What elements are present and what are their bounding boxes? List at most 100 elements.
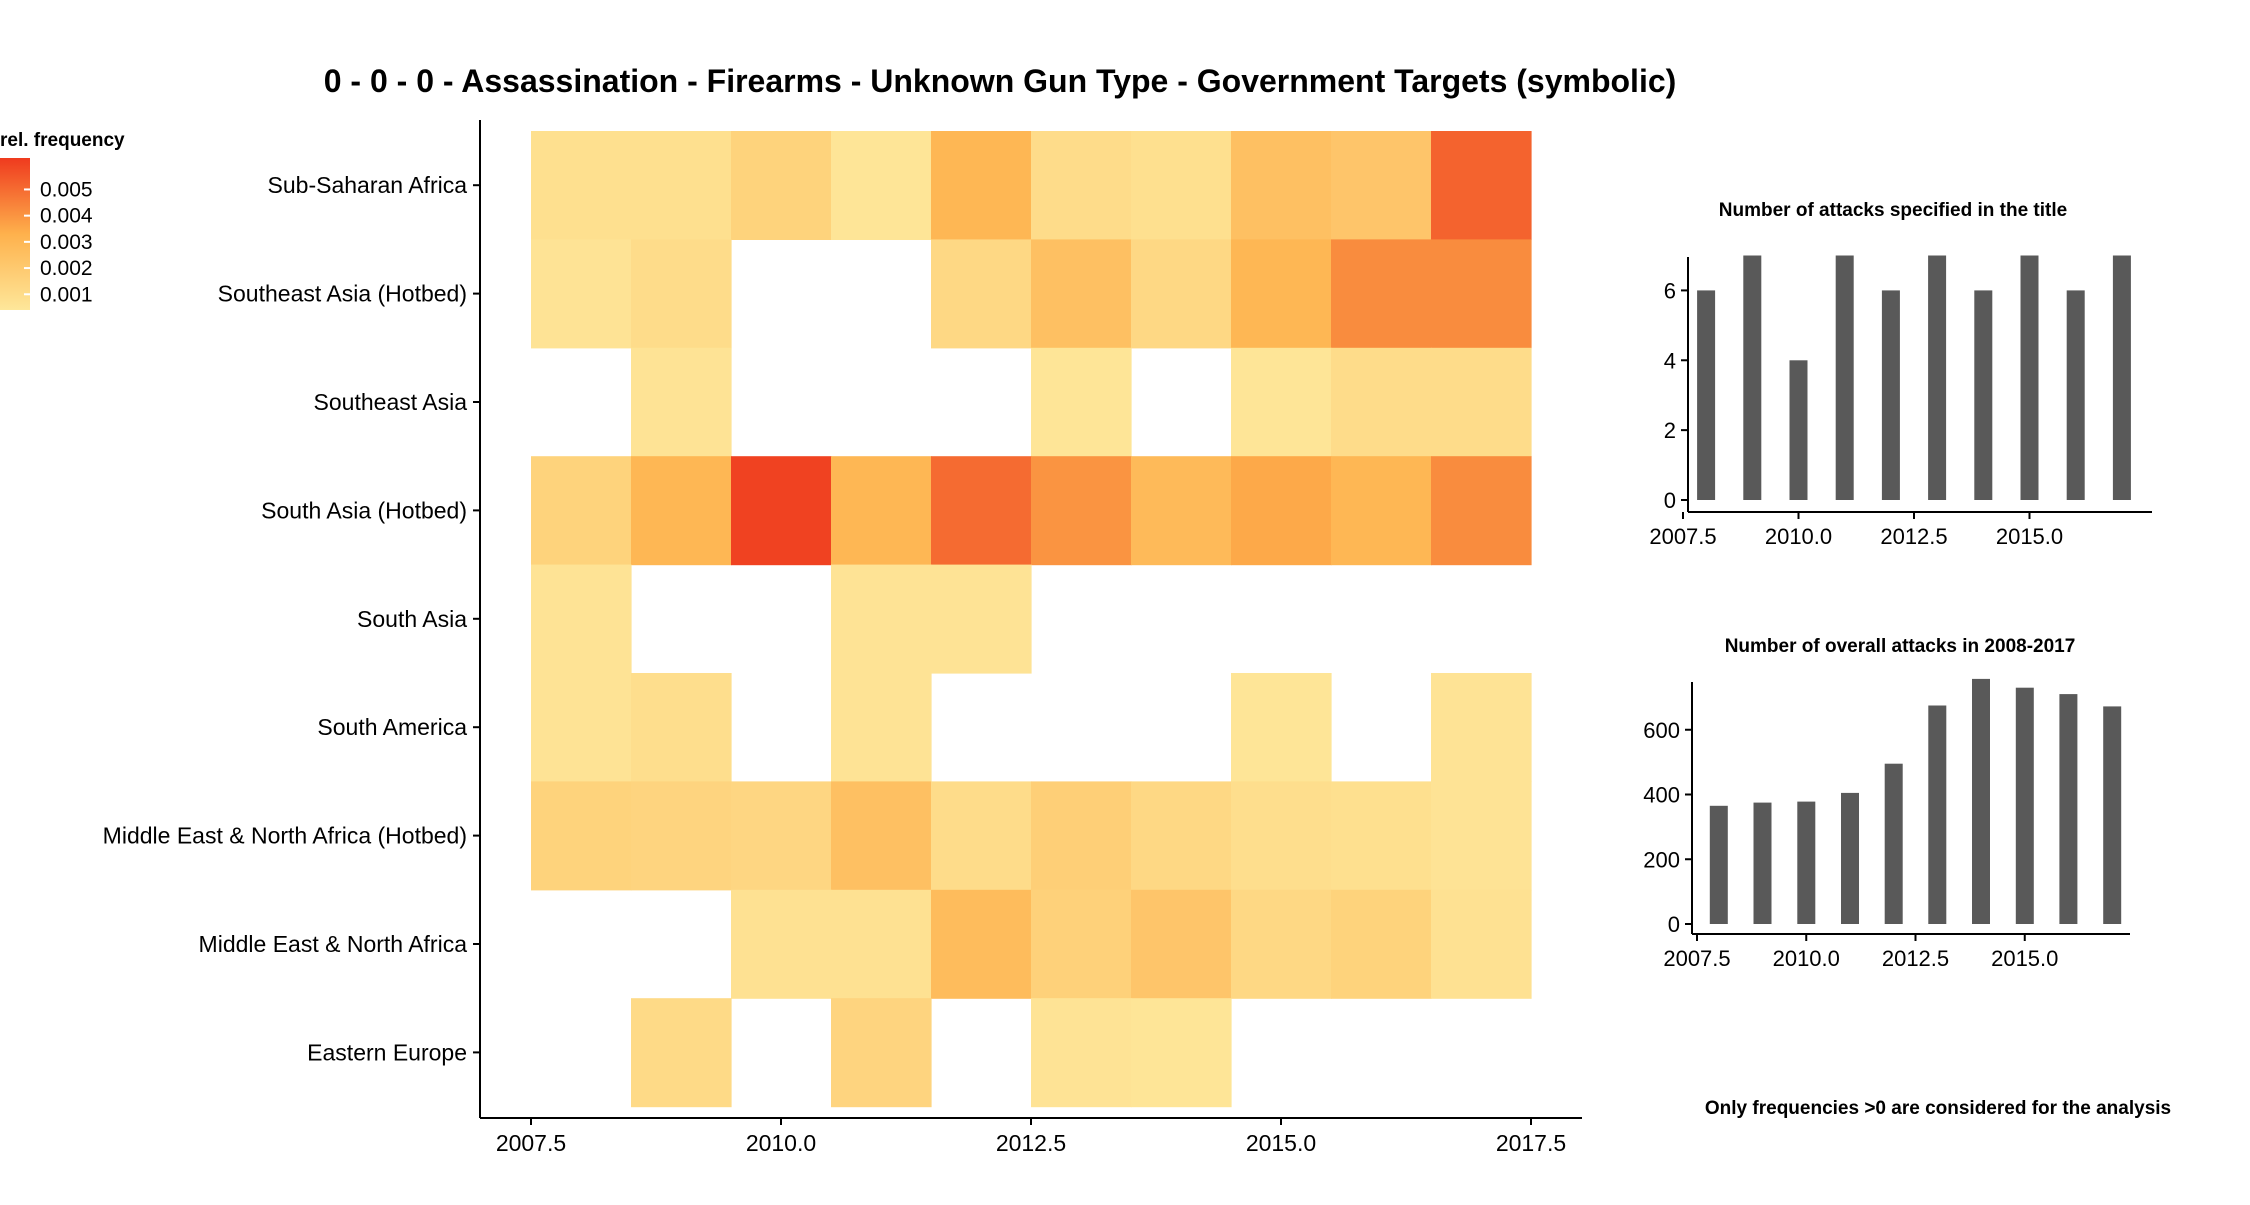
- heatmap-cell: [631, 781, 732, 891]
- heatmap-cell: [1131, 998, 1232, 1108]
- heatmap-y-tick-label: Southeast Asia (Hotbed): [218, 281, 467, 307]
- legend-label: 0.005: [40, 178, 93, 201]
- bar: [1697, 290, 1716, 500]
- heatmap-x-labels: 2007.5 2010.0 2012.5 2015.0 2017.5: [496, 1130, 1566, 1156]
- bar: [1928, 255, 1947, 500]
- heatmap-cell: [1431, 347, 1532, 457]
- color-legend: rel. frequency 0.005 0.004 0.003 0.002 0.001: [0, 130, 125, 310]
- legend-label: 0.003: [40, 231, 93, 254]
- heatmap-panel: 0 - 0 - 0 - Assassination - Firearms - U…: [103, 63, 1677, 1156]
- heatmap-y-tick-label: South America: [317, 714, 467, 740]
- bar: [1753, 802, 1772, 924]
- legend-colorbar: [0, 158, 30, 310]
- main-title: 0 - 0 - 0 - Assassination - Firearms - U…: [324, 63, 1677, 99]
- bar-y-tick-label: 6: [1664, 278, 1676, 303]
- legend-label: 0.001: [40, 283, 93, 306]
- heatmap-cell: [1031, 998, 1132, 1108]
- heatmap-cell: [1331, 131, 1432, 240]
- heatmap-cell: [1131, 456, 1232, 566]
- heatmap-y-tick-label: Middle East & North Africa (Hotbed): [103, 823, 467, 849]
- bar: [2066, 290, 2085, 500]
- heatmap-cell: [1331, 781, 1432, 891]
- bar: [2103, 706, 2122, 924]
- bar-y-tick-label: 0: [1664, 488, 1676, 513]
- legend-label: 0.002: [40, 257, 93, 280]
- bar-chart-2-title: Number of overall attacks in 2008-2017: [1725, 636, 2076, 657]
- heatmap-cell: [1131, 239, 1232, 349]
- heatmap-y-labels: Sub-Saharan Africa Southeast Asia (Hotbed…: [103, 172, 468, 1065]
- heatmap-y-tick-label: Sub-Saharan Africa: [268, 172, 468, 198]
- heatmap-cell: [1031, 347, 1132, 457]
- heatmap-cell: [1231, 889, 1332, 999]
- heatmap-cell: [631, 998, 732, 1108]
- heatmap-cell: [1331, 347, 1432, 457]
- heatmap-cell: [931, 781, 1032, 891]
- bar: [2059, 694, 2078, 924]
- heatmap-cell: [1031, 239, 1132, 349]
- heatmap-cell: [1031, 781, 1132, 891]
- heatmap-cell: [1131, 889, 1232, 999]
- heatmap-cell: [931, 131, 1032, 240]
- heatmap-cell: [531, 564, 632, 674]
- bar: [1709, 805, 1728, 924]
- heatmap-cell: [831, 781, 932, 891]
- heatmap-y-tick-label: Southeast Asia: [314, 389, 468, 415]
- bar-x-tick-label: 2007.5: [1663, 946, 1730, 971]
- heatmap-cell: [1131, 131, 1232, 240]
- heatmap-cell: [931, 889, 1032, 999]
- heatmap-cell: [1231, 239, 1332, 349]
- bar: [2020, 255, 2039, 500]
- heatmap-cell: [1431, 239, 1532, 349]
- bar: [1928, 705, 1947, 924]
- heatmap-x-tick-label: 2015.0: [1246, 1130, 1316, 1156]
- heatmap-cell: [1231, 673, 1332, 782]
- heatmap-cell: [831, 889, 932, 999]
- heatmap-cell: [831, 456, 932, 566]
- heatmap-cell: [1131, 781, 1232, 891]
- heatmap-cell: [531, 131, 632, 240]
- bar-x-tick-label: 2012.5: [1882, 946, 1949, 971]
- heatmap-cell: [631, 131, 732, 240]
- bar: [1789, 360, 1808, 500]
- heatmap-cell: [731, 781, 832, 891]
- heatmap-cell: [831, 131, 932, 240]
- bar-x-tick-label: 2015.0: [1996, 524, 2063, 549]
- bar: [1974, 290, 1993, 500]
- bar-y-tick-label: 0: [1668, 912, 1680, 937]
- heatmap-x-tick-label: 2012.5: [996, 1130, 1066, 1156]
- heatmap-cell: [931, 456, 1032, 566]
- heatmap-cell: [1331, 239, 1432, 349]
- heatmap-y-tick-label: South Asia (Hotbed): [261, 497, 467, 523]
- heatmap-cell: [1431, 781, 1532, 891]
- heatmap-cell: [1431, 889, 1532, 999]
- heatmap-cell: [1231, 781, 1332, 891]
- bar-chart-overall-attacks: Number of overall attacks in 2008-2017 0…: [1643, 636, 2130, 971]
- bar-x-tick-label: 2012.5: [1880, 524, 1947, 549]
- heatmap-cell: [1431, 131, 1532, 240]
- heatmap-cell: [1231, 131, 1332, 240]
- bar: [1797, 801, 1816, 924]
- bar-x-tick-label: 2010.0: [1773, 946, 1840, 971]
- heatmap-x-tick-label: 2017.5: [1496, 1130, 1566, 1156]
- legend-label: 0.004: [40, 205, 93, 228]
- heatmap-y-tick-label: South Asia: [357, 606, 467, 632]
- heatmap-cell: [1431, 673, 1532, 782]
- heatmap-cell: [631, 347, 732, 457]
- heatmap-cell: [531, 456, 632, 566]
- bar-x-tick-label: 2007.5: [1649, 524, 1716, 549]
- heatmap-cell: [531, 673, 632, 782]
- heatmap-cell: [631, 456, 732, 566]
- heatmap-y-tick-label: Eastern Europe: [307, 1039, 467, 1065]
- heatmap-cell: [731, 131, 832, 240]
- bar-chart-specified-attacks: Number of attacks specified in the title…: [1649, 200, 2152, 549]
- heatmap-cell: [731, 456, 832, 566]
- heatmap-cell: [931, 564, 1032, 674]
- heatmap-cell: [831, 998, 932, 1108]
- bar-y-tick-label: 200: [1643, 847, 1680, 872]
- bar: [1881, 290, 1900, 500]
- bar: [1841, 792, 1859, 924]
- heatmap-cell: [831, 673, 932, 782]
- bar: [1884, 763, 1903, 924]
